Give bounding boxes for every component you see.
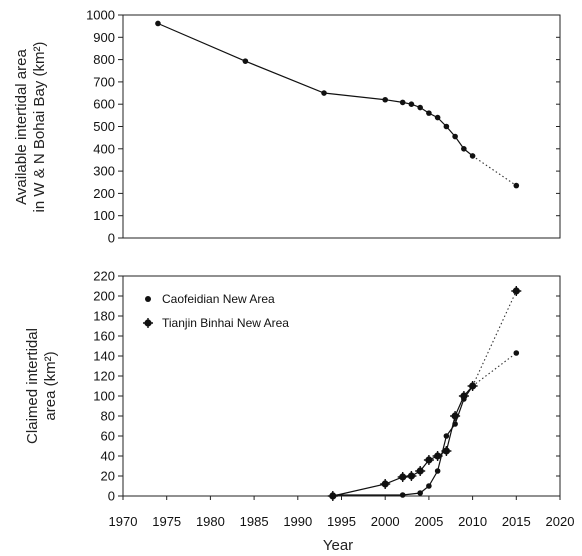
top-series-0-projection: [472, 155, 517, 187]
legend-label-tianjin: Tianjin Binhai New Area: [162, 316, 289, 330]
top-series-0-point: [417, 104, 423, 111]
x-tick-label: 2005: [414, 514, 443, 529]
top-series-0-point: [155, 20, 161, 27]
top-y-tick-label: 700: [93, 74, 115, 89]
bottom-series-0-projection: [472, 352, 517, 387]
bottom-series-1-point: [467, 381, 478, 391]
top-series-0-point: [242, 58, 249, 64]
x-tick-label: 1985: [240, 514, 269, 529]
top-series-0-point: [513, 182, 520, 189]
legend-marker-tianjin: [143, 318, 153, 328]
bottom-series-0-point: [399, 492, 406, 498]
bottom-y-tick-label: 60: [101, 429, 115, 444]
x-axis-label: Year: [323, 537, 353, 554]
bottom-y-tick-label: 140: [93, 349, 115, 364]
top-y-tick-label: 0: [108, 231, 115, 246]
bottom-y-tick-label: 120: [93, 369, 115, 384]
bottom-y-tick-label: 220: [93, 269, 115, 284]
bottom-series-1-point: [327, 491, 338, 501]
bottom-series-0-point: [417, 490, 423, 496]
top-y-tick-label: 500: [93, 119, 115, 134]
bottom-y-tick-label: 80: [101, 409, 115, 424]
top-y-tick-label: 400: [93, 141, 115, 156]
bottom-series-1-point: [406, 471, 417, 481]
bottom-series-1-point: [380, 479, 391, 489]
top-y-tick-label: 600: [93, 97, 115, 112]
top-y-tick-label: 1000: [86, 8, 115, 23]
bottom-panel: 0 20 40 60 80 100 120 140 160 180 200 220 1970 1975 1…: [24, 269, 574, 555]
bottom-y-tick-label: 20: [101, 469, 115, 484]
top-y-tick-label: 300: [93, 164, 115, 179]
top-y-axis-label-line2: in W & N Bohai Bay (km²): [31, 42, 48, 213]
x-tick-label: 2000: [371, 514, 400, 529]
top-series-0-point: [461, 146, 467, 152]
bottom-y-axis-label-line1: Claimed intertidal: [24, 328, 41, 444]
top-series-0-line: [157, 22, 473, 157]
bottom-series-0-point: [434, 468, 441, 474]
top-series-0-point: [408, 101, 415, 107]
top-series-0-point: [452, 133, 458, 140]
bottom-y-tick-label: 200: [93, 289, 115, 304]
bottom-y-tick-label: 100: [93, 389, 115, 404]
bottom-series-1-point: [415, 466, 426, 476]
bottom-series-1-point: [441, 446, 452, 456]
top-plot-frame: [122, 14, 561, 239]
bottom-series-1-point: [423, 455, 434, 465]
top-series-0-point: [321, 90, 327, 96]
x-tick-label: 1975: [152, 514, 181, 529]
bottom-series-1-point: [397, 472, 408, 482]
bottom-series-0-point: [426, 483, 432, 489]
x-tick-label: 2010: [458, 514, 487, 529]
x-tick-label: 1980: [196, 514, 225, 529]
top-series-0-point: [469, 153, 476, 159]
legend: Caofeidian New Area Tianjin Binhai New A…: [143, 292, 289, 330]
bottom-series-1-point: [450, 411, 461, 421]
bottom-y-tick-label: 0: [108, 489, 115, 504]
bottom-series-0-point: [513, 350, 520, 356]
bottom-y-tick-label: 180: [93, 309, 115, 324]
legend-label-caofeidian: Caofeidian New Area: [162, 292, 275, 306]
top-panel: 0 100 200 300 400 500 600 700 800 900 1000 Availab…: [13, 8, 561, 246]
bottom-y-tick-label: 160: [93, 329, 115, 344]
top-series-0-point: [426, 110, 432, 116]
bottom-y-axis-label-line2: area (km²): [42, 351, 59, 420]
bottom-plot-frame: [122, 275, 561, 497]
top-y-tick-label: 800: [93, 52, 115, 67]
bottom-series-1-point: [432, 451, 443, 461]
x-tick-label: 2015: [502, 514, 531, 529]
bottom-series-1-point: [458, 391, 469, 401]
top-series-0-point: [443, 123, 450, 130]
top-y-tick-label: 200: [93, 186, 115, 201]
top-y-tick-label: 900: [93, 30, 115, 45]
top-y-tick-label: 100: [93, 208, 115, 223]
top-series-0-point: [399, 99, 406, 106]
bottom-series-1-projection: [472, 290, 517, 387]
bottom-series-1-point: [511, 286, 522, 296]
top-series-0-point: [382, 96, 389, 103]
x-tick-label: 1995: [327, 514, 356, 529]
top-y-axis-label-line1: Available intertidal area: [13, 49, 30, 205]
x-tick-label: 1970: [109, 514, 138, 529]
x-tick-label: 2020: [546, 514, 575, 529]
bottom-series-0-point: [443, 433, 450, 439]
top-series-0-point: [434, 114, 441, 121]
bottom-y-tick-label: 40: [101, 449, 115, 464]
x-tick-label: 1990: [283, 514, 312, 529]
legend-marker-caofeidian: [145, 296, 151, 302]
